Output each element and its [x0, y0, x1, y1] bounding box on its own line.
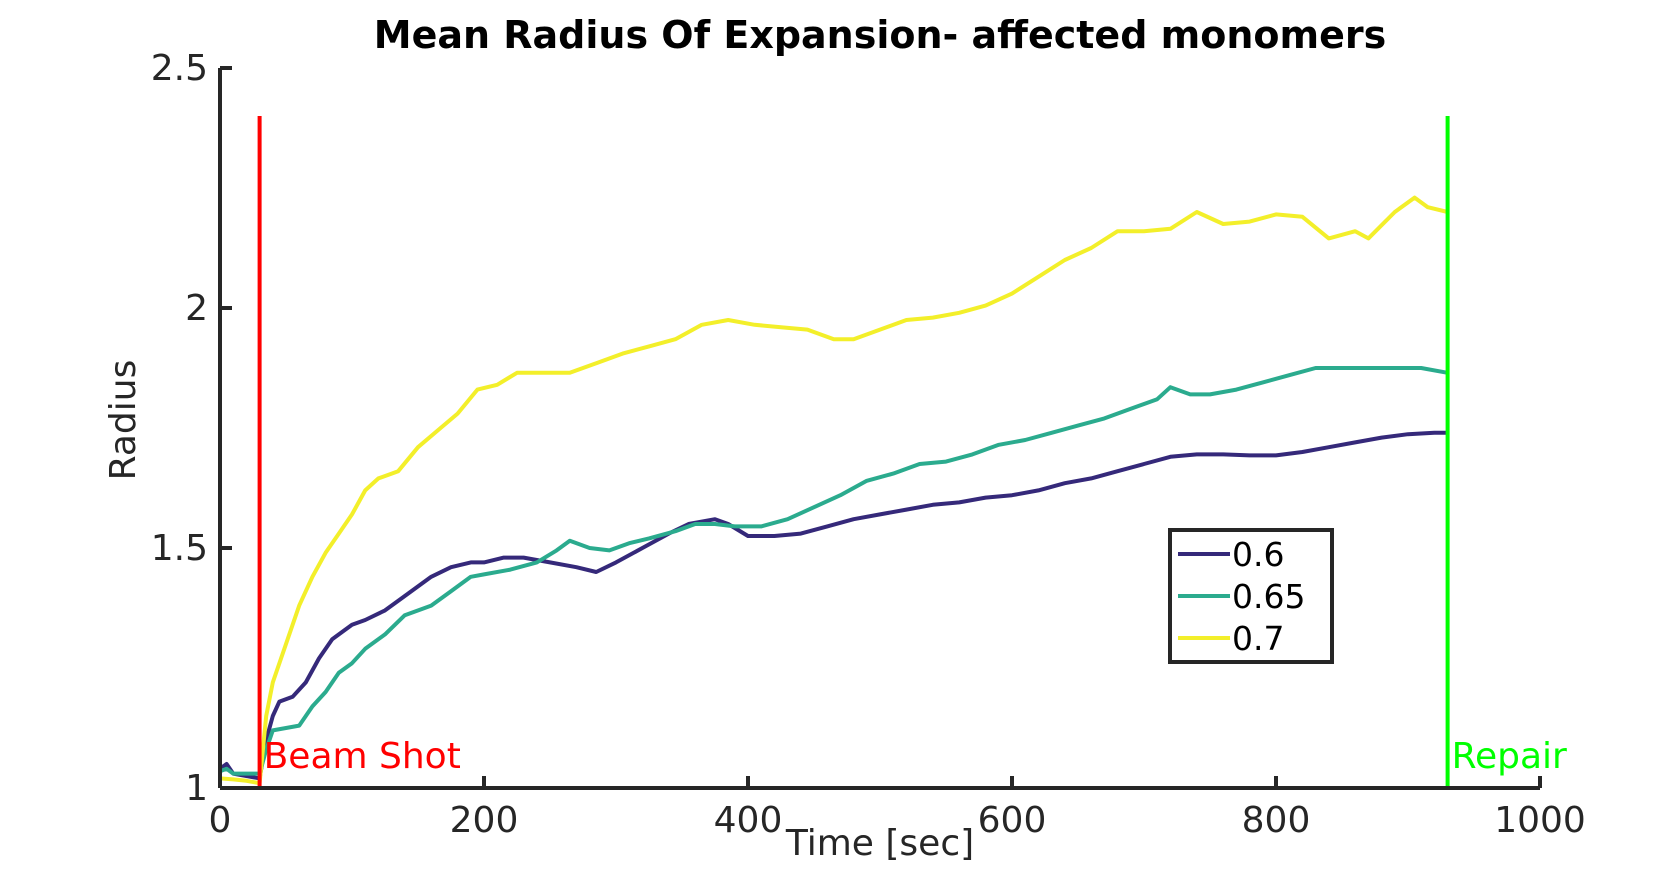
y-tick-label: 2	[185, 288, 208, 329]
x-tick-label: 200	[450, 800, 519, 841]
legend-label-0-65: 0.65	[1232, 577, 1305, 616]
legend-label-0-7: 0.7	[1232, 619, 1284, 658]
series-line-0-6	[218, 430, 1448, 781]
x-tick-label: 400	[714, 800, 783, 841]
x-tick-label: 600	[978, 800, 1047, 841]
y-tick-label: 2.5	[151, 48, 208, 89]
x-tick-label: 800	[1242, 800, 1311, 841]
y-axis-label: Radius	[103, 360, 144, 481]
chart-title: Mean Radius Of Expansion- affected monom…	[374, 13, 1386, 57]
legend: 0.60.650.7	[1168, 528, 1334, 664]
series-line-0-7	[219, 195, 1449, 786]
plot-area: Beam Shot Repair 0 200 400 600 800 1000 1 1.5 2 2.5	[151, 48, 1586, 841]
x-axis-label: Time [sec]	[785, 823, 974, 864]
y-tick-label: 1	[185, 768, 208, 809]
y-tick-label: 1.5	[151, 528, 208, 569]
legend-label-0-6: 0.6	[1232, 535, 1284, 574]
marker-label-beam-shot: Beam Shot	[264, 736, 461, 777]
x-tick-label: 1000	[1494, 800, 1586, 841]
series-line-0-65	[219, 366, 1448, 776]
x-tick-label: 0	[209, 800, 232, 841]
marker-label-repair: Repair	[1452, 736, 1567, 777]
